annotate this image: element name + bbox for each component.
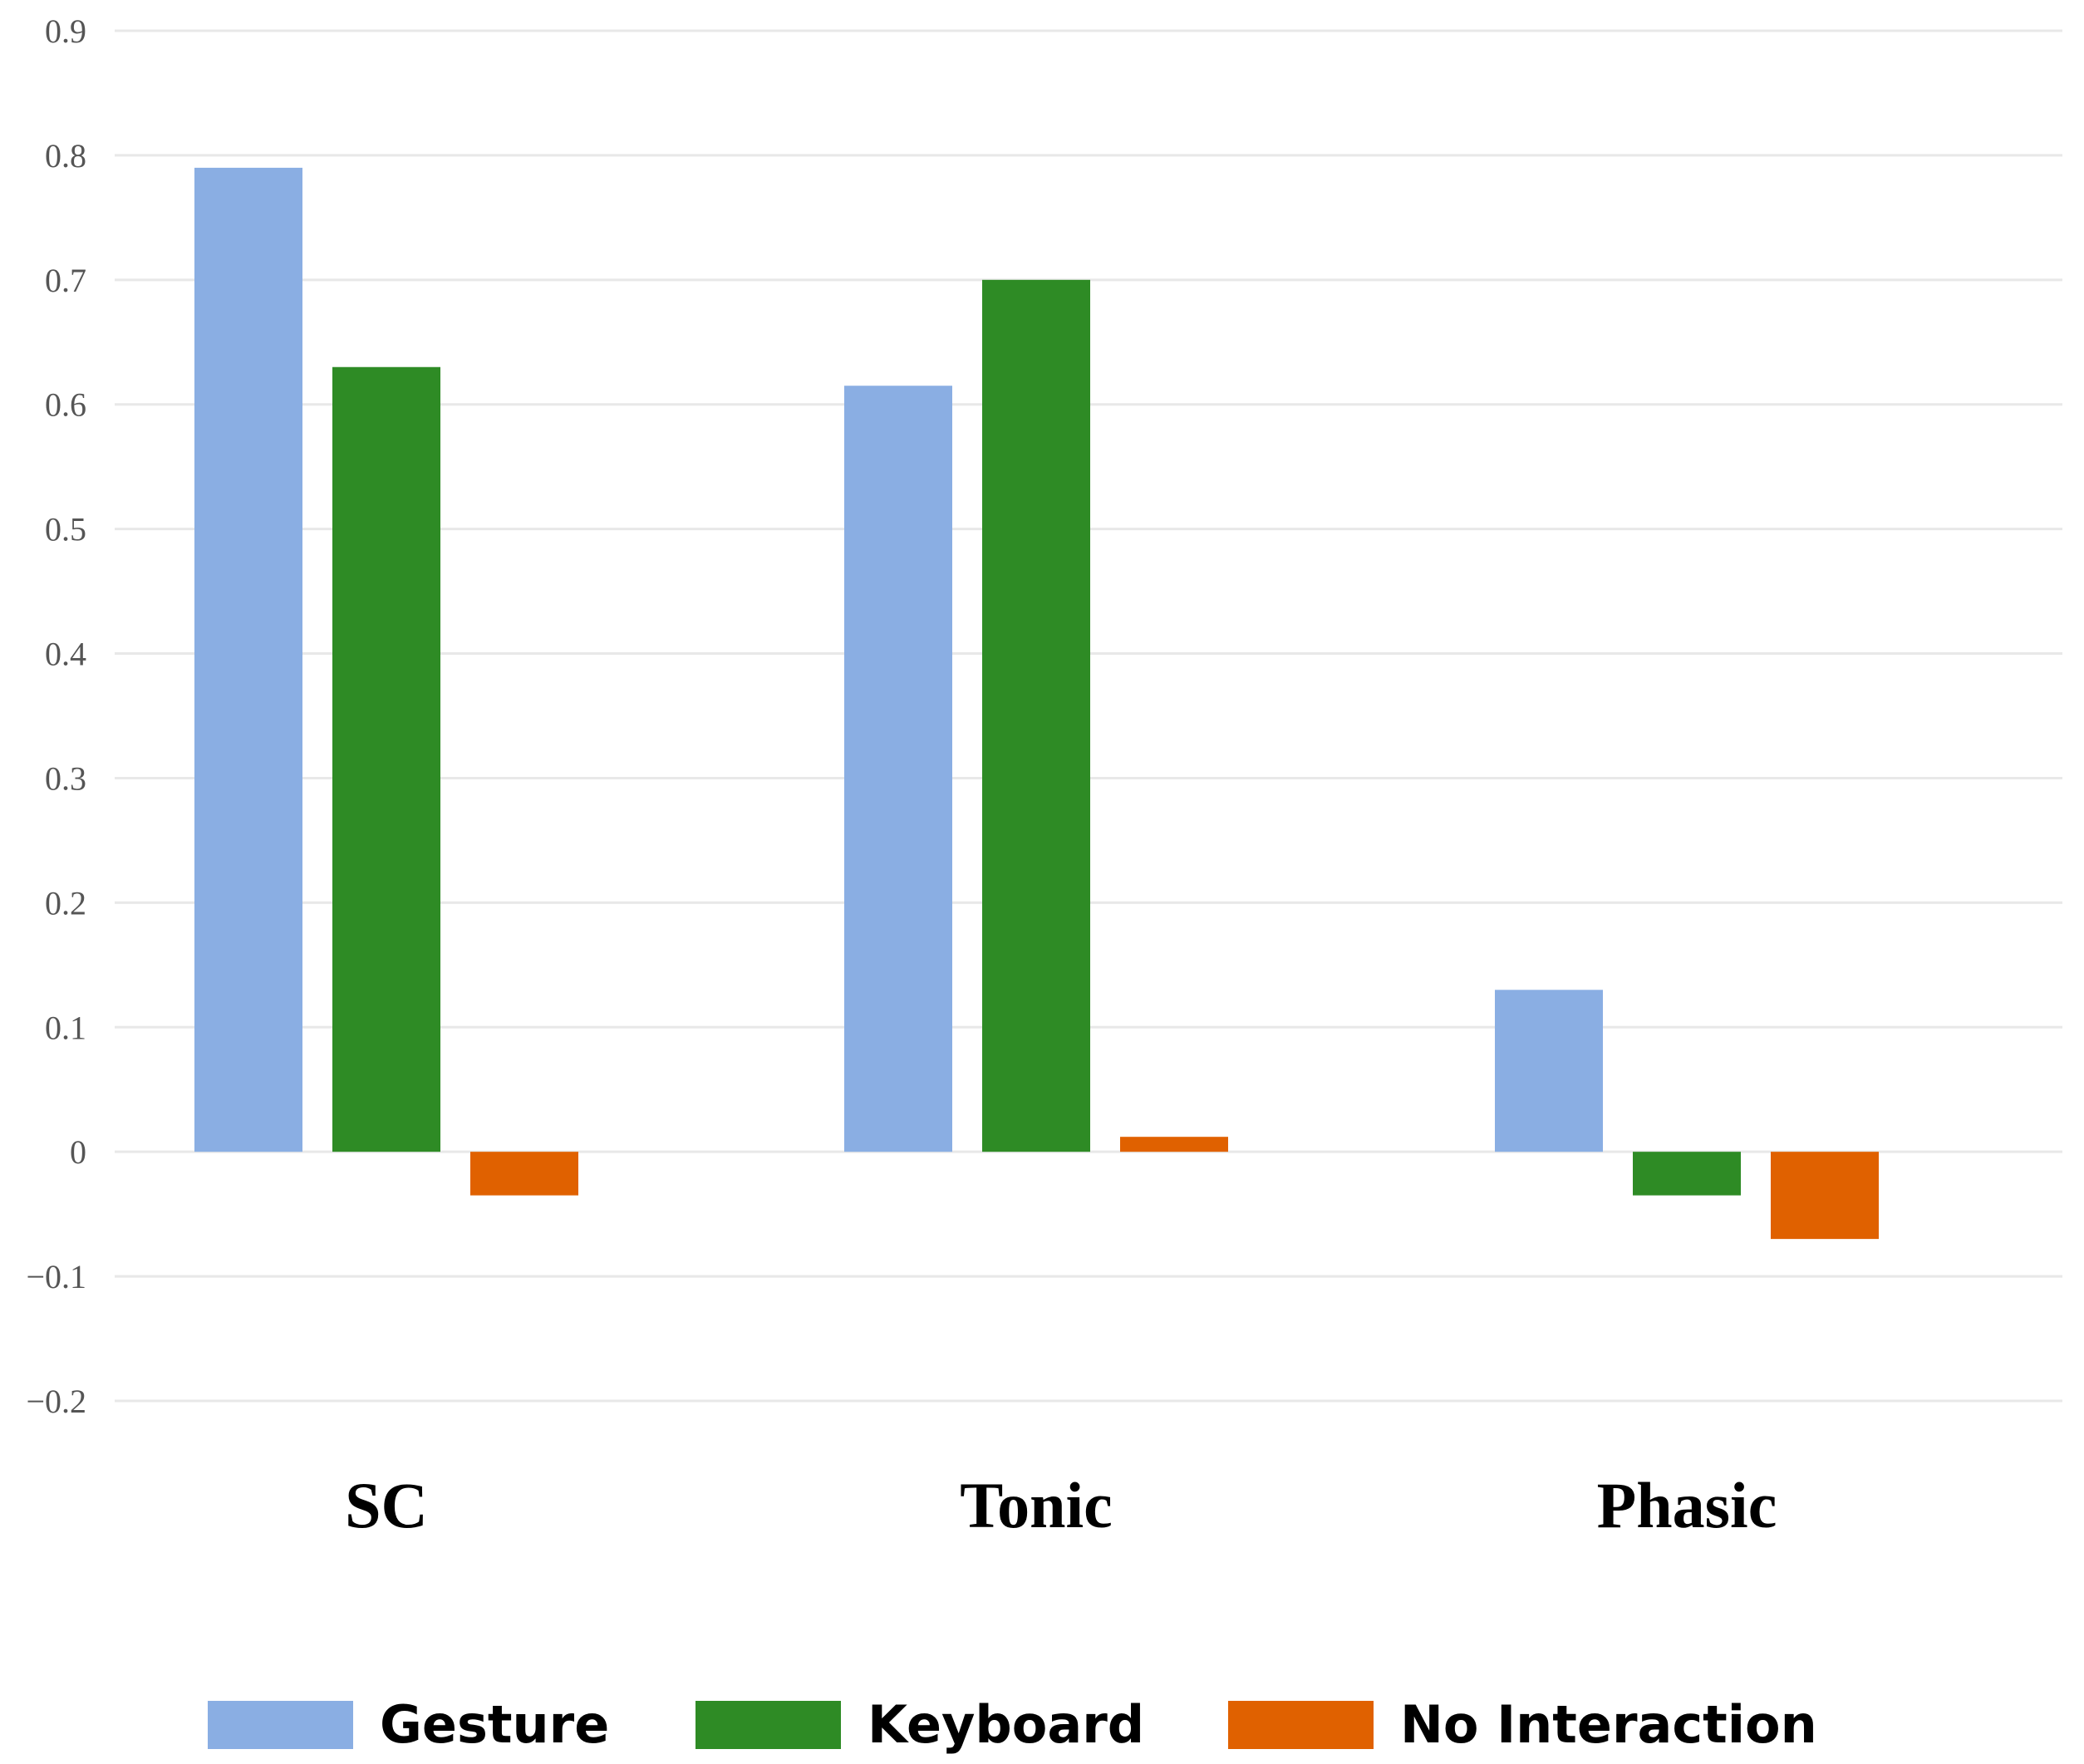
y-tick-label: 0.2 xyxy=(45,884,86,921)
bar-sc-no-interaction xyxy=(470,1152,578,1196)
y-tick-label: 0 xyxy=(70,1133,86,1171)
y-tick-label: −0.2 xyxy=(26,1383,86,1420)
y-tick-label: 0.5 xyxy=(45,511,86,548)
y-tick-label: 0.1 xyxy=(45,1009,86,1046)
bar-phasic-no-interaction xyxy=(1771,1152,1879,1240)
bar-tonic-keyboard xyxy=(982,279,1090,1152)
legend-swatch-gesture xyxy=(208,1701,353,1749)
bar-tonic-gesture xyxy=(844,386,952,1152)
y-axis-tick-labels: −0.2 −0.1 0 0.1 0.2 0.3 0.4 0.5 0.6 0.7 0.8 0.9 xyxy=(26,12,86,1420)
y-tick-label: 0.8 xyxy=(45,137,86,174)
bars xyxy=(194,167,1879,1240)
y-tick-label: 0.6 xyxy=(45,386,86,424)
bar-tonic-no-interaction xyxy=(1120,1137,1228,1152)
category-label: SC xyxy=(345,1469,428,1541)
bar-sc-keyboard xyxy=(332,366,440,1152)
category-labels: SC Tonic Phasic xyxy=(345,1469,1777,1541)
bar-phasic-keyboard xyxy=(1633,1152,1741,1196)
category-label: Tonic xyxy=(960,1469,1113,1541)
legend-label: Gesture xyxy=(380,1694,609,1755)
legend-swatch-no-interaction xyxy=(1228,1701,1374,1749)
legend-label: No Interaction xyxy=(1400,1694,1817,1755)
legend: Gesture Keyboard No Interaction xyxy=(208,1694,1817,1755)
y-tick-label: 0.9 xyxy=(45,12,86,50)
y-tick-label: −0.1 xyxy=(26,1258,86,1295)
legend-swatch-keyboard xyxy=(695,1701,841,1749)
legend-label: Keyboard xyxy=(868,1694,1144,1755)
category-label: Phasic xyxy=(1597,1469,1777,1541)
y-tick-label: 0.7 xyxy=(45,262,86,299)
y-tick-label: 0.4 xyxy=(45,636,86,673)
bar-sc-gesture xyxy=(194,167,302,1152)
y-tick-label: 0.3 xyxy=(45,759,86,797)
bar-phasic-gesture xyxy=(1495,990,1603,1152)
